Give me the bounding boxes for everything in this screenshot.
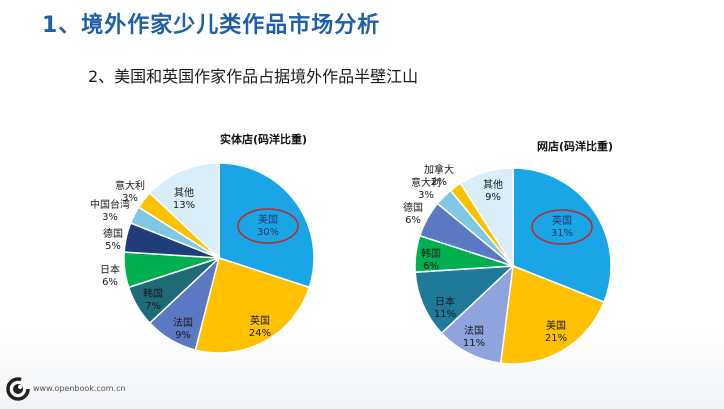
slice-label-0-8: 其他 bbox=[174, 186, 194, 199]
slice-value-0-6: 3% bbox=[102, 212, 118, 223]
slice-value-1-7: 2% bbox=[431, 177, 447, 188]
slice-label-1-4: 韩国 bbox=[421, 247, 441, 260]
slice-label-1-7: 加拿大 bbox=[424, 163, 454, 176]
slice-label-1-0: 英国 bbox=[552, 214, 572, 227]
slice-label-0-1: 英国 bbox=[250, 314, 270, 327]
slice-value-1-3: 11% bbox=[434, 309, 456, 320]
slice-value-0-4: 6% bbox=[102, 277, 118, 288]
slice-label-0-2: 法国 bbox=[173, 316, 193, 329]
openbook-logo-icon bbox=[6, 377, 30, 401]
pie-slice-0-0 bbox=[218, 162, 315, 289]
highlight-ellipse-0 bbox=[237, 208, 299, 244]
slice-label-1-2: 法国 bbox=[464, 324, 484, 337]
slice-value-0-7: 3% bbox=[122, 193, 138, 204]
slice-value-0-5: 5% bbox=[105, 241, 121, 252]
pie-slice-0-1 bbox=[194, 257, 311, 354]
slice-label-0-3: 韩国 bbox=[143, 287, 163, 300]
slice-value-0-8: 13% bbox=[173, 200, 195, 211]
slice-value-0-1: 24% bbox=[249, 328, 271, 339]
slice-label-0-5: 德国 bbox=[103, 227, 123, 240]
slice-value-0-0: 30% bbox=[257, 227, 279, 238]
slice-value-0-3: 7% bbox=[145, 301, 161, 312]
slice-value-1-1: 21% bbox=[545, 333, 567, 344]
slice-label-0-4: 日本 bbox=[100, 263, 120, 276]
slice-label-1-1: 美国 bbox=[546, 319, 566, 332]
highlight-ellipse-1 bbox=[531, 209, 593, 245]
pie-slice-1-3 bbox=[414, 265, 516, 335]
slice-label-0-0: 美国 bbox=[258, 213, 278, 226]
slice-value-1-5: 6% bbox=[405, 215, 421, 226]
slice-label-1-6: 意大利 bbox=[411, 176, 441, 189]
chart-title-online-stores: 网店(码洋比重) bbox=[537, 140, 614, 153]
slice-value-1-6: 3% bbox=[418, 190, 434, 201]
pie-slice-1-1 bbox=[499, 264, 606, 365]
slice-label-0-7: 意大利 bbox=[115, 179, 145, 192]
pie-slice-0-8 bbox=[148, 162, 220, 260]
slice-label-0-6: 中国台湾 bbox=[90, 198, 130, 211]
slice-label-1-8: 其他 bbox=[483, 178, 503, 191]
chart-title-physical-stores: 实体店(码洋比重) bbox=[220, 133, 308, 146]
slide-title: 1、境外作家少儿类作品市场分析 bbox=[42, 13, 381, 38]
footer-url: www.openbook.com.cn bbox=[33, 384, 126, 393]
slice-value-0-2: 9% bbox=[175, 330, 191, 341]
slice-value-1-8: 9% bbox=[485, 192, 501, 203]
slice-label-1-3: 日本 bbox=[435, 295, 455, 308]
slice-value-1-4: 6% bbox=[423, 261, 439, 272]
pie-slice-1-8 bbox=[459, 167, 514, 269]
slide-subtitle: 2、美国和英国作家作品占据境外作品半壁江山 bbox=[88, 67, 419, 86]
pie-slice-1-2 bbox=[440, 264, 515, 365]
slice-value-1-2: 11% bbox=[463, 338, 485, 349]
pie-slice-1-0 bbox=[512, 167, 612, 304]
slice-label-1-5: 德国 bbox=[403, 201, 423, 214]
slice-value-1-0: 31% bbox=[551, 228, 573, 239]
